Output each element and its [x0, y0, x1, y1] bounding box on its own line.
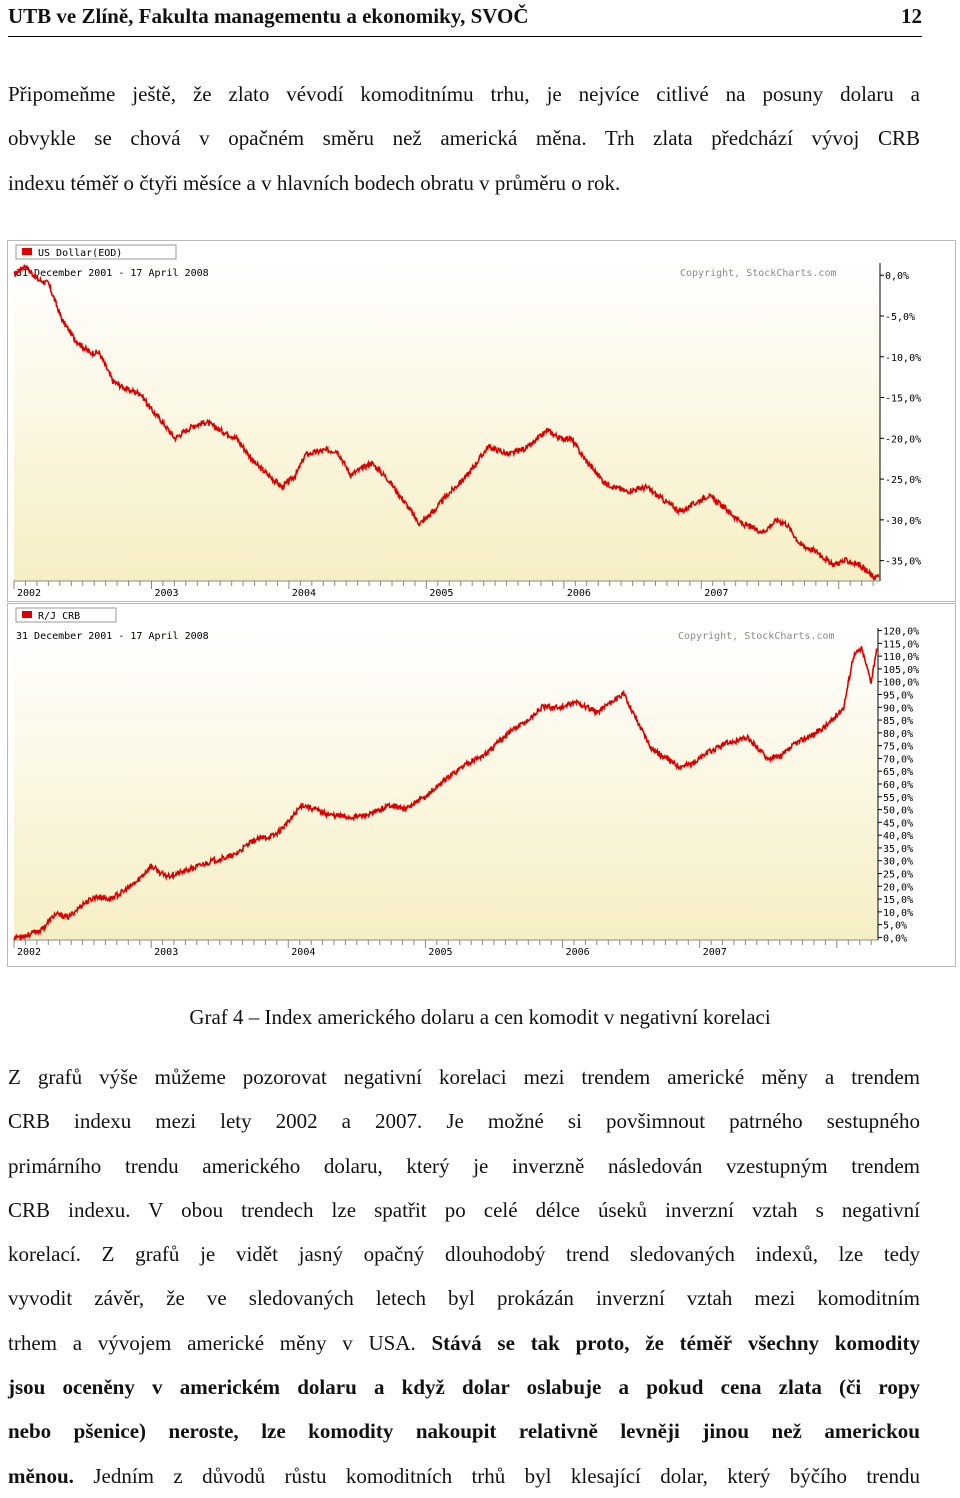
chart-copyright: Copyright, StockCharts.com — [680, 268, 837, 279]
x-tick-label: 2006 — [566, 947, 590, 958]
y-tick-label: -25,0% — [885, 475, 921, 486]
y-tick-label: 30,0% — [883, 857, 913, 868]
y-tick-label: -10,0% — [885, 353, 921, 364]
text-run: Z grafů výše můžeme pozorovat negativní … — [8, 1065, 920, 1089]
legend-label: R/J CRB — [38, 611, 80, 622]
y-tick-label: -35,0% — [885, 557, 921, 568]
y-tick-label: 0,0% — [883, 933, 907, 944]
y-tick-label: 80,0% — [883, 729, 913, 740]
legend-swatch — [22, 248, 32, 255]
y-tick-label: 120,0% — [883, 627, 919, 638]
y-tick-label: 95,0% — [883, 690, 913, 701]
text-line: jsou oceněny v americkém dolaru a když d… — [8, 1365, 920, 1409]
text-line: nebo pšenice) neroste, lze komodity nako… — [8, 1409, 920, 1453]
us-dollar-chart-svg: US Dollar(EOD) 31 December 2001 - 17 Apri… — [8, 241, 955, 601]
y-tick-label: 85,0% — [883, 716, 913, 727]
figure-caption: Graf 4 – Index amerického dolaru a cen k… — [0, 1005, 960, 1030]
y-tick-label: -15,0% — [885, 394, 921, 405]
y-tick-label: 50,0% — [883, 806, 913, 817]
crb-chart-svg: R/J CRB 31 December 2001 - 17 April 2008 C… — [8, 604, 955, 966]
header-title: UTB ve Zlíně, Fakulta managementu a ekon… — [8, 4, 529, 29]
y-tick-label: 15,0% — [883, 895, 913, 906]
text-line: vyvodit závěr, že ve sledovaných letech … — [8, 1276, 920, 1320]
chart-period: 31 December 2001 - 17 April 2008 — [16, 631, 209, 642]
y-tick-label: 115,0% — [883, 639, 919, 650]
text-run: trhem a vývojem americké měny v USA. — [8, 1331, 432, 1355]
text-run: CRB indexu. V obou trendech lze spatřit … — [8, 1198, 920, 1222]
plot-area — [14, 263, 880, 581]
x-tick-label: 2007 — [704, 588, 728, 599]
text-run: vyvodit závěr, že ve sledovaných letech … — [8, 1286, 920, 1310]
y-tick-label: 60,0% — [883, 780, 913, 791]
y-tick-label: 40,0% — [883, 831, 913, 842]
chart-copyright: Copyright, StockCharts.com — [678, 631, 835, 642]
chart-period: 31 December 2001 - 17 April 2008 — [16, 268, 209, 279]
y-tick-label: 35,0% — [883, 844, 913, 855]
y-tick-label: 110,0% — [883, 652, 919, 663]
x-tick-label: 2003 — [154, 588, 178, 599]
y-tick-label: 45,0% — [883, 818, 913, 829]
text-line: obvykle se chová v opačném směru než ame… — [8, 116, 920, 160]
text-line: trhem a vývojem americké měny v USA. Stá… — [8, 1321, 920, 1365]
text-run: CRB indexu mezi lety 2002 a 2007. Je mož… — [8, 1109, 920, 1133]
y-tick-label: 0,0% — [885, 271, 909, 282]
text-line: indexu téměř o čtyři měsíce a v hlavních… — [8, 161, 920, 205]
chart-legend: US Dollar(EOD) — [16, 245, 176, 259]
x-tick-label: 2005 — [429, 588, 453, 599]
bold-run: nebo pšenice) neroste, lze komodity nako… — [8, 1419, 920, 1443]
running-header: UTB ve Zlíně, Fakulta managementu a ekon… — [8, 2, 922, 37]
x-tick-label: 2006 — [567, 588, 591, 599]
x-tick-label: 2003 — [154, 947, 178, 958]
y-tick-label: -5,0% — [885, 312, 915, 323]
text-line: Připomeňme ještě, že zlato vévodí komodi… — [8, 72, 920, 116]
page-number: 12 — [901, 4, 922, 29]
x-tick-label: 2005 — [428, 947, 452, 958]
y-tick-label: 65,0% — [883, 767, 913, 778]
us-dollar-chart: US Dollar(EOD) 31 December 2001 - 17 Apri… — [7, 240, 956, 602]
y-tick-label: 70,0% — [883, 754, 913, 765]
x-tick-label: 2002 — [17, 588, 41, 599]
text-line: měnou. Jedním z důvodů růstu komoditních… — [8, 1454, 920, 1498]
bold-run: jsou oceněny v americkém dolaru a když d… — [8, 1375, 920, 1399]
body-paragraph: Z grafů výše můžeme pozorovat negativní … — [8, 1055, 920, 1498]
bold-run: měnou. — [8, 1464, 74, 1488]
text-line: korelací. Z grafů je vidět jasný opačný … — [8, 1232, 920, 1276]
crb-chart: R/J CRB 31 December 2001 - 17 April 2008 C… — [7, 603, 956, 967]
y-tick-label: -20,0% — [885, 434, 921, 445]
legend-label: US Dollar(EOD) — [38, 248, 122, 259]
chart-legend: R/J CRB — [16, 608, 116, 622]
x-tick-label: 2004 — [292, 588, 316, 599]
text-line: primárního trendu amerického dolaru, kte… — [8, 1144, 920, 1188]
y-tick-label: 55,0% — [883, 793, 913, 804]
y-tick-label: 10,0% — [883, 908, 913, 919]
y-tick-label: 75,0% — [883, 742, 913, 753]
y-tick-label: 5,0% — [883, 921, 907, 932]
y-tick-label: 25,0% — [883, 870, 913, 881]
y-tick-label: 20,0% — [883, 882, 913, 893]
text-line: CRB indexu. V obou trendech lze spatřit … — [8, 1188, 920, 1232]
plot-area — [14, 628, 878, 940]
legend-swatch — [22, 611, 32, 618]
intro-paragraph: Připomeňme ještě, že zlato vévodí komodi… — [8, 72, 920, 205]
y-tick-label: -30,0% — [885, 516, 921, 527]
text-run: korelací. Z grafů je vidět jasný opačný … — [8, 1242, 920, 1266]
text-run: primárního trendu amerického dolaru, kte… — [8, 1154, 920, 1178]
text-line: CRB indexu mezi lety 2002 a 2007. Je mož… — [8, 1099, 920, 1143]
x-tick-label: 2007 — [703, 947, 727, 958]
y-tick-label: 90,0% — [883, 703, 913, 714]
text-line: Z grafů výše můžeme pozorovat negativní … — [8, 1055, 920, 1099]
x-tick-label: 2002 — [17, 947, 41, 958]
text-run: Jedním z důvodů růstu komoditních trhů b… — [74, 1464, 920, 1488]
y-tick-label: 105,0% — [883, 665, 919, 676]
x-tick-label: 2004 — [291, 947, 315, 958]
y-tick-label: 100,0% — [883, 678, 919, 689]
bold-run: Stává se tak proto, že téměř všechny kom… — [432, 1331, 921, 1355]
